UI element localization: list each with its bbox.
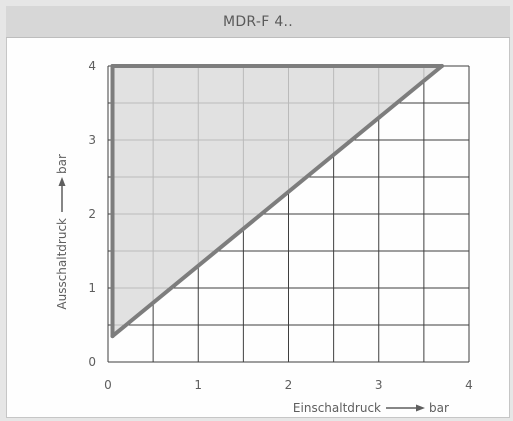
x-axis-label: Einschaltdruck xyxy=(293,401,381,415)
y-tick-label: 0 xyxy=(88,355,96,369)
x-tick-label: 0 xyxy=(104,378,112,392)
x-axis-arrow-head xyxy=(416,404,425,412)
y-tick-label: 4 xyxy=(88,59,96,73)
x-axis-unit: bar xyxy=(429,401,449,415)
x-tick-label: 1 xyxy=(194,378,202,392)
x-tick-label: 2 xyxy=(285,378,293,392)
boundary-line xyxy=(110,64,444,339)
y-axis-label: Ausschaltdruck xyxy=(55,218,69,310)
x-tick-label: 4 xyxy=(465,378,473,392)
chart-title-bar: MDR-F 4.. xyxy=(6,6,510,38)
boundary-lines xyxy=(110,64,444,339)
y-axis-unit: bar xyxy=(55,154,69,174)
y-tick-label: 3 xyxy=(88,133,96,147)
y-tick-label: 2 xyxy=(88,207,96,221)
chart-title: MDR-F 4.. xyxy=(222,13,294,30)
y-axis-arrow-head xyxy=(58,177,66,186)
y-tick-label: 1 xyxy=(88,281,96,295)
tick-labels: 0 1 2 3 4 0 1 2 3 4 xyxy=(88,59,472,392)
x-tick-label: 3 xyxy=(375,378,383,392)
